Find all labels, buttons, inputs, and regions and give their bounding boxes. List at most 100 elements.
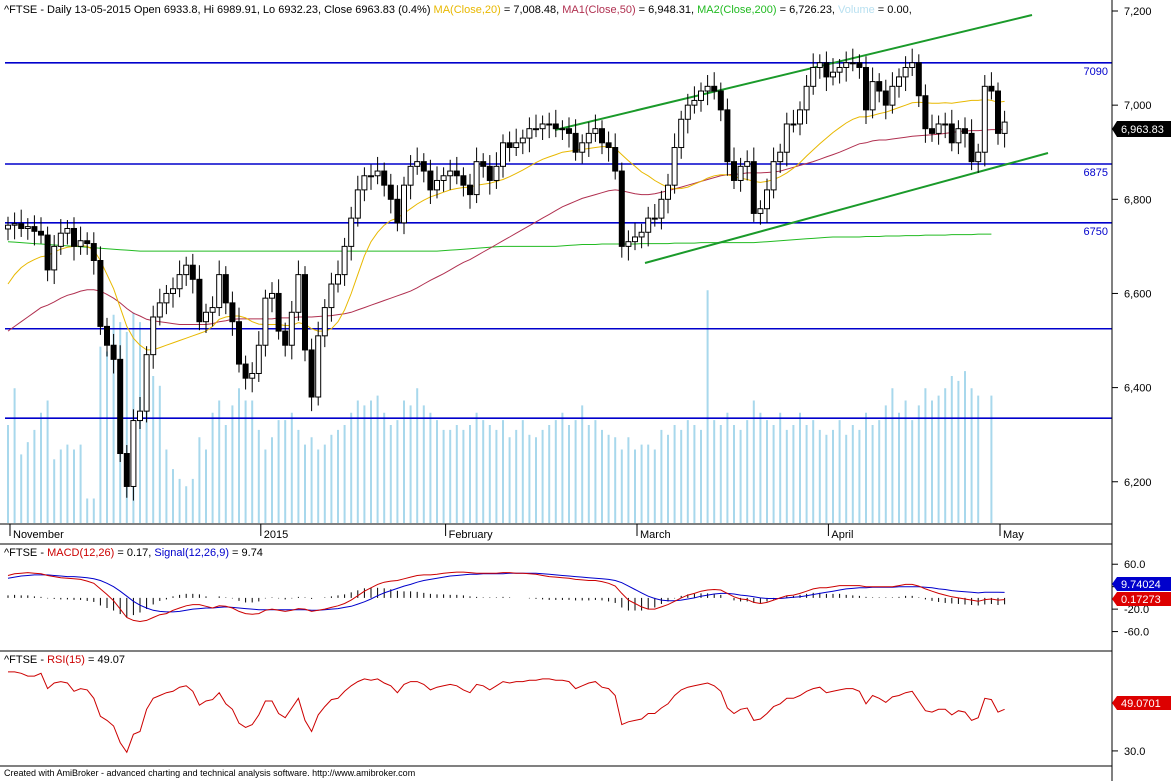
volume-bar [726, 412, 729, 523]
volume-bar [805, 425, 808, 523]
candle-body-up [830, 71, 836, 78]
volume-bar [561, 412, 564, 523]
candle [612, 133, 619, 180]
rsi-header-name: RSI(15) [47, 654, 85, 666]
candle [453, 156, 460, 185]
candle [526, 117, 533, 153]
volume-bar [601, 429, 603, 523]
candle [731, 147, 737, 189]
candle-body-up [137, 410, 143, 422]
volume-bar [746, 420, 749, 523]
candle-body-up [836, 66, 843, 73]
candle [691, 86, 698, 114]
header-ma50-name: MA1(Close,50) [562, 4, 635, 16]
candle-body-up [849, 62, 856, 65]
candle-body-down [242, 363, 249, 379]
candle [374, 156, 381, 185]
candle-body-down [222, 274, 229, 304]
candle-body-up [500, 142, 506, 167]
volume-bar [185, 486, 188, 523]
candle-body-up [559, 128, 566, 131]
candle-body-up [255, 344, 262, 374]
volume-bar [59, 449, 62, 523]
candle [473, 147, 480, 204]
candle-body-down [229, 302, 236, 323]
volume-bar [409, 405, 412, 523]
candle [724, 98, 731, 176]
volume-bar [515, 429, 518, 523]
candle [684, 93, 691, 134]
header-symbol: ^FTSE [4, 4, 37, 16]
time-axis: November 2015 February March April May [9, 524, 1024, 541]
candle [1001, 110, 1008, 148]
trend-line-upper[interactable] [554, 14, 1033, 131]
candle-body-up [665, 184, 671, 200]
price-candles [5, 48, 1008, 501]
volume-bar [350, 412, 353, 523]
candle-body-up [764, 189, 770, 210]
candle [546, 112, 553, 139]
candle-body-up [407, 165, 414, 186]
header-volume-value: = 0.00, [875, 4, 912, 16]
candle [176, 260, 183, 298]
candle [698, 82, 704, 112]
candle [401, 176, 407, 235]
volume-bar [911, 420, 914, 523]
candle [229, 291, 236, 336]
volume-bar [937, 395, 940, 523]
candle [269, 282, 275, 313]
candle-body-down [44, 234, 51, 271]
candle-body-down [856, 62, 863, 68]
candle-body-down [275, 292, 282, 332]
candle [308, 338, 315, 412]
candle-body-up [150, 316, 157, 356]
candle [896, 68, 902, 98]
volume-bar [865, 412, 867, 523]
level-label: 6875 [1084, 167, 1108, 179]
candle [84, 232, 91, 255]
candle-body-up [539, 123, 546, 130]
candle-body-down [282, 330, 289, 346]
volume-bar [455, 425, 458, 523]
candle-body-up [638, 231, 645, 238]
candle-body-down [724, 109, 731, 163]
volume-bar [706, 290, 709, 523]
volume-bar [317, 449, 320, 523]
volume-bar [178, 478, 181, 523]
candle-body-down [189, 264, 196, 280]
candle-body-down [453, 170, 460, 177]
candle [71, 217, 77, 261]
ma50-line [7, 129, 1005, 332]
volume-bar [614, 437, 617, 523]
volume-bar [370, 400, 372, 523]
volume-bar [832, 429, 834, 523]
candle [236, 307, 242, 373]
volume-bar [686, 420, 689, 523]
candle [816, 54, 823, 79]
rsi-header: ^FTSE - RSI(15) = 49.07 [4, 654, 125, 666]
macd-tick-label: -20.0 [1124, 604, 1149, 616]
volume-bar [878, 420, 881, 523]
candle [77, 226, 84, 255]
candle-body-down [506, 142, 513, 149]
candle [995, 82, 1001, 145]
volume-bar [297, 429, 300, 523]
trend-line-lower[interactable] [644, 152, 1049, 264]
candle [777, 143, 784, 173]
candle [797, 101, 803, 136]
price-tick-label: 6,200 [1124, 477, 1152, 489]
volume-bar [528, 434, 531, 523]
candle-body-down [988, 85, 995, 92]
macd-header: ^FTSE - MACD(12,26) = 0.17, Signal(12,26… [4, 547, 263, 559]
volume-bar [66, 444, 69, 523]
candle-body-up [64, 227, 71, 234]
candle-body-up [361, 175, 368, 191]
volume-bar [99, 346, 102, 523]
volume-bar [647, 444, 650, 523]
candle-body-up [163, 292, 170, 304]
candle-body-up [51, 245, 58, 271]
candle [519, 129, 526, 155]
candle-body-down [711, 85, 718, 92]
candle [196, 265, 203, 331]
volume-bar [818, 429, 821, 523]
